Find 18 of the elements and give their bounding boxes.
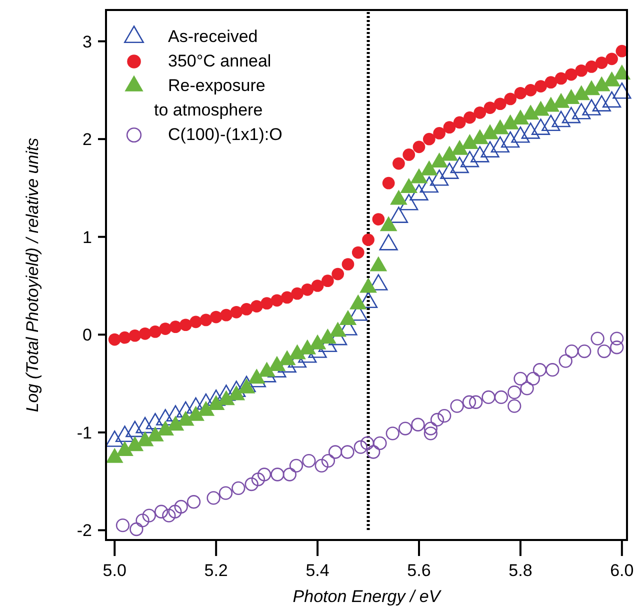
y-tick-label: 1 (82, 228, 92, 247)
legend-label: 350°C anneal (168, 52, 272, 70)
y-tick-label: -1 (76, 423, 92, 442)
legend-label: Re-exposure to atmosphere (154, 76, 266, 120)
x-tick-label: 5.8 (508, 561, 532, 580)
x-tick-label: 6.0 (610, 561, 634, 580)
x-tick-label: 5.6 (407, 561, 431, 580)
x-tick-label: 5.4 (306, 561, 330, 580)
y-tick-label: 2 (82, 130, 92, 150)
y-tick-label: 3 (82, 32, 92, 52)
y-tick-label: -2 (76, 521, 92, 540)
x-tick-label: 5.0 (102, 561, 126, 580)
y-axis-title: Log (Total Photoyield) / relative units (23, 137, 42, 412)
y-tick-label: 0 (82, 326, 92, 345)
legend-label: As-received (168, 27, 258, 46)
x-axis-title: Photon Energy / eV (292, 587, 442, 606)
legend-label: C(100)-(1x1):O (168, 125, 282, 144)
x-tick-label: 5.2 (204, 561, 228, 580)
